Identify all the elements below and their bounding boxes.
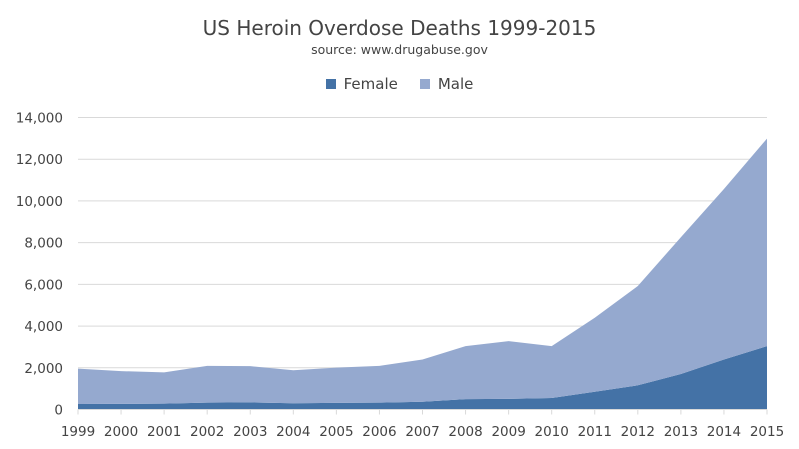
chart-subtitle: source: www.drugabuse.gov (311, 42, 488, 57)
y-tick-label: 0 (54, 403, 63, 419)
x-tick-label: 2005 (319, 424, 353, 440)
area-male (78, 138, 767, 404)
x-tick-label: 2015 (750, 424, 784, 440)
area-female (78, 346, 767, 410)
x-tick-label: 2007 (405, 424, 439, 440)
x-tick-label: 2012 (621, 424, 655, 440)
x-tick-label: 2008 (448, 424, 482, 440)
y-tick-label: 6,000 (24, 277, 63, 293)
x-tick-label: 2004 (276, 424, 310, 440)
y-tick-label: 10,000 (16, 194, 63, 210)
legend-label-female: Female (343, 75, 398, 93)
legend-label-male: Male (437, 75, 474, 93)
x-tick-label: 2010 (535, 424, 569, 440)
x-tick-label: 2002 (190, 424, 224, 440)
x-tick-label: 1999 (61, 424, 95, 440)
y-tick-label: 2,000 (24, 361, 63, 377)
y-tick-label: 4,000 (24, 319, 63, 335)
legend: Female Male (0, 75, 799, 93)
y-tick-label: 12,000 (16, 152, 63, 168)
y-tick-label: 8,000 (24, 236, 63, 252)
x-tick-label: 2014 (707, 424, 741, 440)
legend-swatch-male (419, 79, 430, 89)
legend-item-female: Female (325, 75, 398, 93)
x-tick-label: 2011 (578, 424, 612, 440)
x-tick-label: 2000 (104, 424, 138, 440)
x-tick-label: 2009 (491, 424, 525, 440)
x-tick-label: 2013 (664, 424, 698, 440)
x-tick-label: 2001 (147, 424, 181, 440)
y-tick-label: 14,000 (16, 111, 63, 127)
chart-title: US Heroin Overdose Deaths 1999-2015 (202, 16, 597, 40)
legend-item-male: Male (419, 75, 474, 93)
x-tick-label: 2003 (233, 424, 267, 440)
x-tick-label: 2006 (362, 424, 396, 440)
legend-swatch-female (325, 79, 336, 89)
